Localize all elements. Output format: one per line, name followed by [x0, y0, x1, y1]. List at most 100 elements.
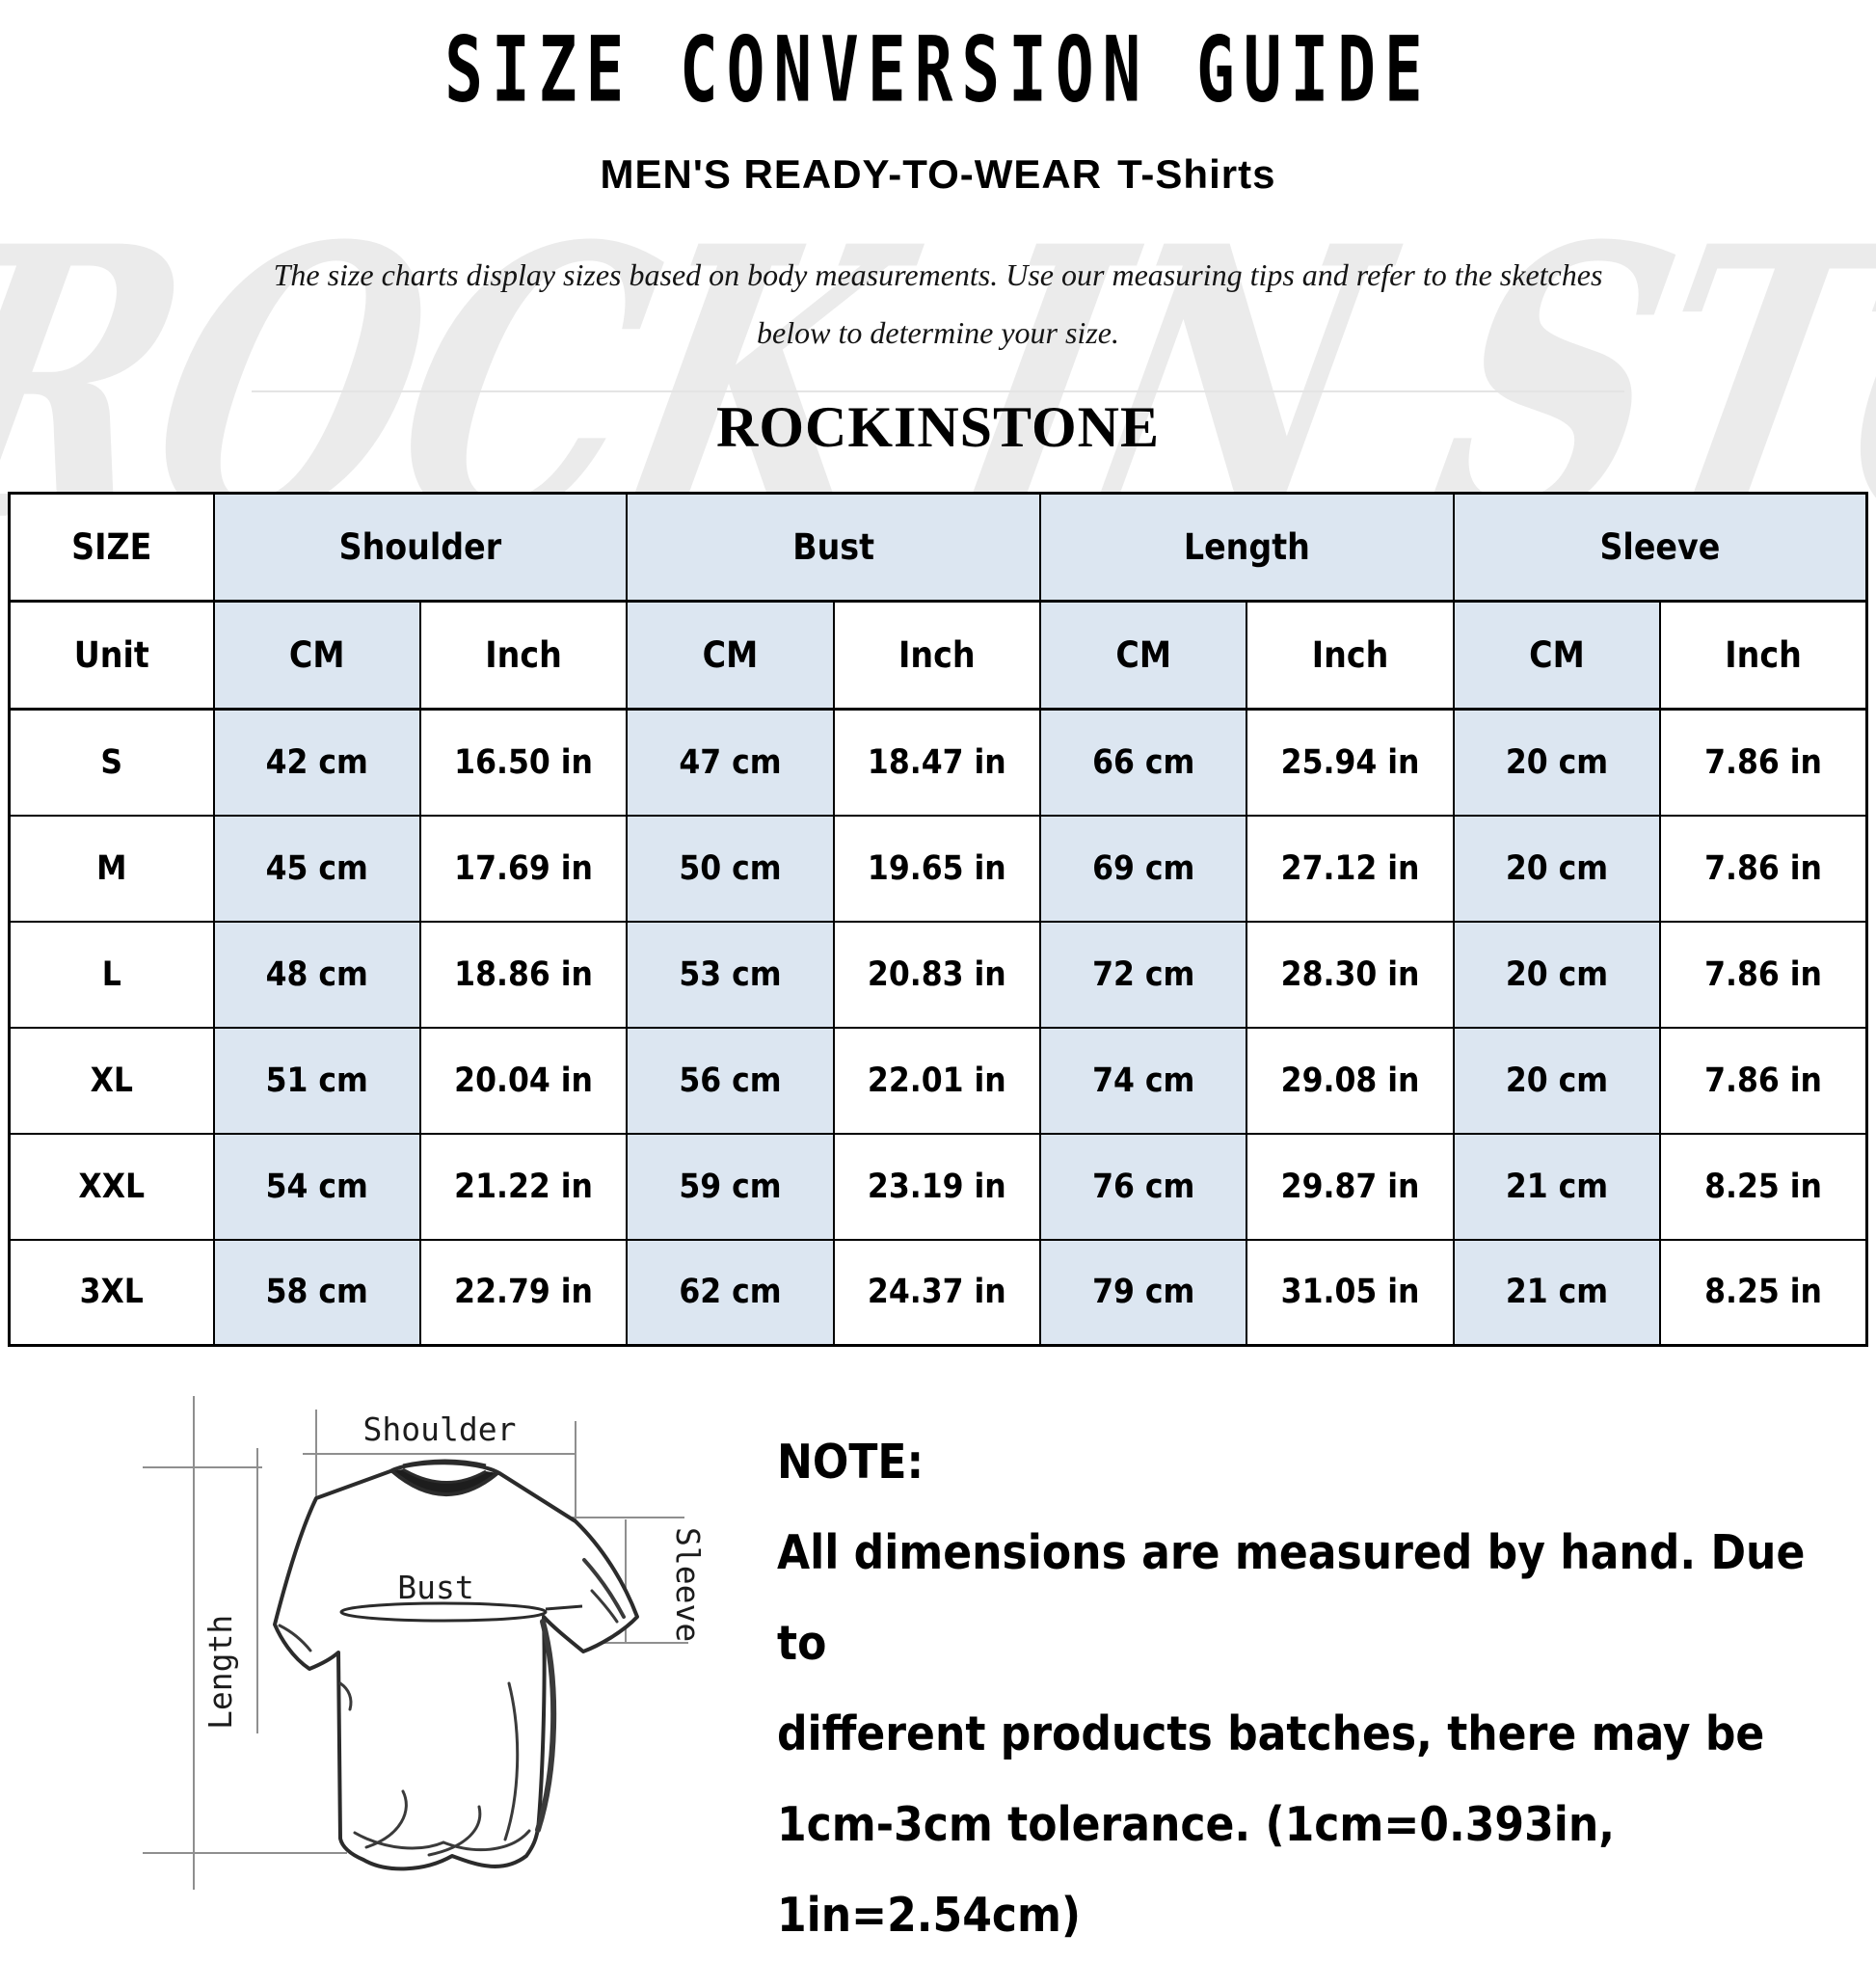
bust-cm-cell: 50 cm — [626, 814, 835, 923]
wrinkle-lines — [278, 1558, 626, 1857]
table-row-xxl: XXL 54 cm 21.22 in 59 cm 23.19 in 76 cm … — [8, 1132, 1868, 1241]
size-guide-content: SIZE CONVERSION GUIDE MEN'S READY-TO-WEA… — [0, 17, 1876, 1347]
shoulder-cm-cell: 54 cm — [212, 1132, 421, 1241]
size-cell: XL — [8, 1026, 215, 1135]
shoulder-cm-cell: 51 cm — [212, 1026, 421, 1135]
unit-row-label: Unit — [8, 600, 215, 711]
bust-inch-cell: 18.47 in — [832, 708, 1042, 817]
bust-cm-cell: 47 cm — [626, 708, 835, 817]
shoulder-inch-cell: 18.86 in — [418, 920, 629, 1029]
sleeve-cm-header: CM — [1452, 600, 1662, 711]
bust-inch-header: Inch — [832, 600, 1042, 711]
length-cm-header: CM — [1038, 600, 1248, 711]
bust-cm-cell: 59 cm — [626, 1132, 835, 1241]
bust-line — [339, 1601, 548, 1623]
shoulder-inch-cell: 16.50 in — [418, 708, 629, 817]
length-cm-cell: 76 cm — [1038, 1132, 1248, 1241]
shoulder-cm-cell: 45 cm — [212, 814, 421, 923]
size-column-header: SIZE — [8, 492, 215, 603]
note-line-1: All dimensions are measured by hand. Due… — [777, 1525, 1806, 1671]
sleeve-inch-cell: 7.86 in — [1659, 708, 1868, 817]
description: The size charts display sizes based on b… — [0, 246, 1876, 362]
bust-inch-cell: 20.83 in — [832, 920, 1042, 1029]
sleeve-cm-cell: 21 cm — [1452, 1238, 1662, 1347]
table-row-s: S 42 cm 16.50 in 47 cm 18.47 in 66 cm 25… — [8, 708, 1868, 817]
divider-rule — [252, 390, 1624, 392]
sleeve-cm-cell: 20 cm — [1452, 708, 1662, 817]
bust-cm-cell: 62 cm — [626, 1238, 835, 1347]
diagram-length-label: Length — [201, 1615, 239, 1730]
shoulder-inch-header: Inch — [418, 600, 629, 711]
dimension-lines — [143, 1396, 688, 1890]
description-line-2: below to determine your size. — [757, 315, 1119, 350]
diagram-sleeve-label: Sleeve — [669, 1527, 707, 1642]
bust-inch-cell: 24.37 in — [832, 1238, 1042, 1347]
sleeve-group-header: Sleeve — [1452, 492, 1868, 603]
shoulder-inch-cell: 21.22 in — [418, 1132, 629, 1241]
bust-cm-cell: 53 cm — [626, 920, 835, 1029]
length-cm-cell: 79 cm — [1038, 1238, 1248, 1347]
shoulder-cm-cell: 58 cm — [212, 1238, 421, 1347]
length-inch-cell: 28.30 in — [1246, 920, 1455, 1029]
table-row-3xl: 3XL 58 cm 22.79 in 62 cm 24.37 in 79 cm … — [8, 1238, 1868, 1347]
bust-cm-header: CM — [626, 600, 835, 711]
group-header-row: SIZE Shoulder Bust Length Sleeve — [8, 492, 1868, 603]
bust-inch-cell: 19.65 in — [832, 814, 1042, 923]
note-line-2: different products batches, there may be — [777, 1706, 1765, 1761]
bust-group-header: Bust — [626, 492, 1041, 603]
size-cell: XXL — [8, 1132, 215, 1241]
sleeve-inch-header: Inch — [1659, 600, 1868, 711]
diagram-shoulder-label: Shoulder — [363, 1410, 517, 1448]
length-cm-cell: 66 cm — [1038, 708, 1248, 817]
tshirt-sketch — [273, 1459, 639, 1871]
shoulder-inch-cell: 22.79 in — [418, 1238, 629, 1347]
shoulder-cm-cell: 42 cm — [212, 708, 421, 817]
table-row-l: L 48 cm 18.86 in 53 cm 20.83 in 72 cm 28… — [8, 920, 1868, 1029]
page-title-text: SIZE CONVERSION GUIDE — [444, 17, 1432, 123]
length-cm-cell: 69 cm — [1038, 814, 1248, 923]
sleeve-inch-cell: 7.86 in — [1659, 920, 1868, 1029]
bust-cm-cell: 56 cm — [626, 1026, 835, 1135]
shoulder-group-header: Shoulder — [212, 492, 629, 603]
note-section: NOTE: All dimensions are measured by han… — [777, 1417, 1857, 1961]
sleeve-inch-cell: 8.25 in — [1659, 1132, 1868, 1241]
shoulder-inch-cell: 17.69 in — [418, 814, 629, 923]
sleeve-inch-cell: 8.25 in — [1659, 1238, 1868, 1347]
bust-inch-cell: 22.01 in — [832, 1026, 1042, 1135]
sleeve-cm-cell: 20 cm — [1452, 920, 1662, 1029]
length-inch-header: Inch — [1246, 600, 1455, 711]
size-conversion-table: SIZE Shoulder Bust Length Sleeve Unit CM… — [8, 492, 1868, 1347]
sleeve-inch-cell: 7.86 in — [1659, 814, 1868, 923]
size-cell: 3XL — [8, 1238, 215, 1347]
diagram-bust-label: Bust — [397, 1569, 473, 1606]
length-inch-cell: 31.05 in — [1246, 1238, 1455, 1347]
sleeve-inch-cell: 7.86 in — [1659, 1026, 1868, 1135]
sleeve-cm-cell: 20 cm — [1452, 814, 1662, 923]
length-cm-cell: 72 cm — [1038, 920, 1248, 1029]
length-cm-cell: 74 cm — [1038, 1026, 1248, 1135]
unit-header-row: Unit CM Inch CM Inch CM Inch CM Inch — [8, 600, 1868, 711]
note-title: NOTE: — [777, 1435, 925, 1490]
subtitle-product: T-Shirts — [1117, 151, 1276, 197]
length-inch-cell: 25.94 in — [1246, 708, 1455, 817]
length-inch-cell: 29.87 in — [1246, 1132, 1455, 1241]
size-cell: S — [8, 708, 215, 817]
size-cell: L — [8, 920, 215, 1029]
page-title: SIZE CONVERSION GUIDE — [0, 17, 1876, 122]
length-group-header: Length — [1039, 492, 1455, 603]
length-inch-cell: 27.12 in — [1246, 814, 1455, 923]
tshirt-measurement-diagram: Shoulder Bust Length Sleeve — [143, 1396, 707, 1890]
subtitle-category: MEN'S READY-TO-WEAR — [600, 151, 1103, 197]
note-line-3: 1cm-3cm tolerance. (1cm=0.393in, 1in=2.5… — [777, 1797, 1615, 1943]
shoulder-cm-header: CM — [212, 600, 421, 711]
bust-inch-cell: 23.19 in — [832, 1132, 1042, 1241]
sleeve-cm-cell: 21 cm — [1452, 1132, 1662, 1241]
length-inch-cell: 29.08 in — [1246, 1026, 1455, 1135]
brand-name: ROCKINSTONE — [715, 395, 1160, 459]
subtitle: MEN'S READY-TO-WEAR T-Shirts — [0, 151, 1876, 198]
size-cell: M — [8, 814, 215, 923]
table-row-xl: XL 51 cm 20.04 in 56 cm 22.01 in 74 cm 2… — [8, 1026, 1868, 1135]
shoulder-cm-cell: 48 cm — [212, 920, 421, 1029]
table-row-m: M 45 cm 17.69 in 50 cm 19.65 in 69 cm 27… — [8, 814, 1868, 923]
sleeve-cm-cell: 20 cm — [1452, 1026, 1662, 1135]
